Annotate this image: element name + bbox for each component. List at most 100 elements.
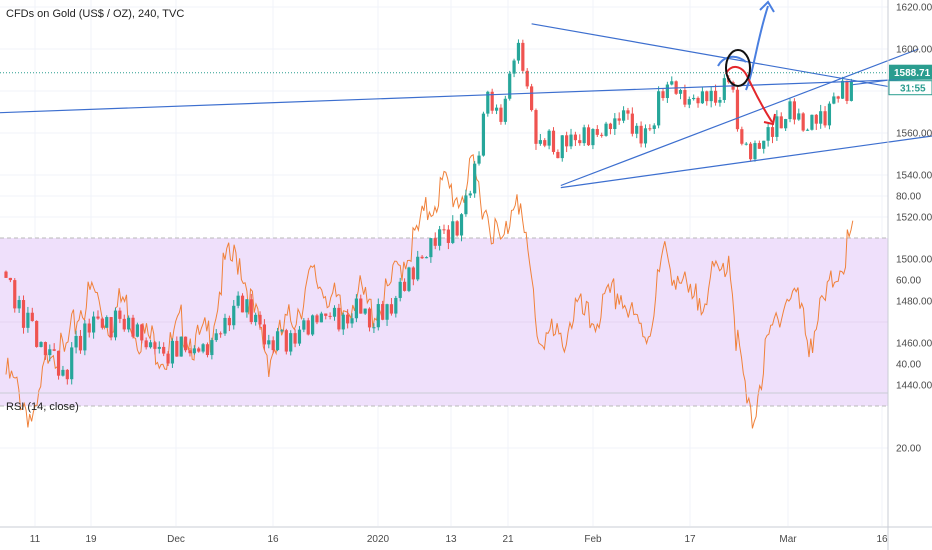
candle-up: [385, 304, 389, 320]
candle-up: [201, 344, 205, 352]
candle-up: [775, 116, 779, 137]
candle-up: [376, 304, 380, 328]
candle-up: [438, 229, 442, 246]
candle-up: [657, 91, 661, 126]
last-price-badge-bg: [889, 64, 932, 80]
candle-down: [735, 89, 740, 130]
candle-up: [70, 347, 74, 380]
candle-down: [696, 97, 700, 104]
candle-up: [805, 129, 810, 131]
candle-up: [354, 298, 358, 319]
candle-down: [648, 128, 652, 130]
candle-up: [700, 91, 705, 104]
candle-down: [525, 70, 529, 87]
candle-down: [823, 111, 827, 126]
candle-up: [591, 129, 595, 146]
candle-up: [311, 315, 315, 335]
candle-down: [402, 281, 407, 291]
candle-up: [468, 193, 472, 196]
candle-up: [538, 140, 542, 144]
candle-down: [96, 316, 100, 319]
drawing-layer: [0, 0, 932, 189]
candle-down: [578, 140, 582, 144]
candle-down: [306, 320, 310, 335]
candle-down: [131, 317, 135, 337]
candle-down: [446, 229, 450, 243]
rsi-series-line: [5, 153, 854, 429]
trendline: [560, 48, 919, 187]
candle-down: [595, 129, 599, 135]
candle-up: [464, 195, 468, 215]
candle-up: [788, 101, 792, 120]
candle-up: [766, 127, 770, 141]
candle-up: [74, 335, 78, 348]
x-tick-label: 16: [876, 534, 888, 545]
candle-down: [359, 298, 363, 314]
candle-up: [416, 256, 420, 280]
candle-up: [289, 333, 293, 352]
rsi-tick-label: 40.00: [896, 360, 921, 371]
candle-down: [608, 123, 613, 130]
candle-down: [175, 340, 179, 357]
candle-down: [35, 320, 39, 347]
candle-up: [621, 110, 626, 121]
candle-up: [26, 312, 30, 328]
candle-up: [127, 317, 131, 330]
candle-down: [705, 91, 709, 102]
candle-up: [810, 114, 814, 130]
candle-down: [713, 90, 718, 103]
candle-down: [153, 342, 157, 349]
candle-down: [600, 134, 604, 136]
candle-down: [262, 324, 267, 345]
countdown-badge: 31:55: [888, 80, 932, 96]
candle-down: [556, 151, 560, 159]
x-tick-label: 13: [445, 534, 457, 545]
last-price-badge: 1588.71: [889, 64, 932, 80]
candle-down: [188, 350, 192, 354]
last-price-value: 1588.71: [894, 68, 931, 79]
candle-up: [192, 348, 196, 354]
candle-up: [744, 143, 748, 145]
candle-down: [346, 314, 350, 324]
candle-up: [17, 300, 21, 309]
candle-down: [626, 110, 630, 114]
x-tick-label: Feb: [584, 534, 602, 545]
x-tick-label: 19: [85, 534, 97, 545]
candle-up: [797, 113, 801, 120]
candle-down: [140, 324, 144, 341]
candle-down: [56, 350, 61, 376]
candle-down: [836, 96, 840, 99]
x-tick-label: 17: [684, 534, 696, 545]
candle-up: [508, 73, 512, 99]
candle-down: [219, 333, 223, 335]
candle-up: [332, 307, 337, 317]
x-tick-label: 2020: [367, 534, 390, 545]
candle-down: [779, 116, 783, 129]
candle-up: [39, 342, 43, 347]
candle-up: [473, 163, 477, 194]
candle-down: [530, 86, 534, 111]
candle-up: [481, 113, 486, 156]
candle-up: [832, 96, 836, 104]
y-tick-label: 1520.00: [896, 213, 932, 224]
candle-up: [459, 214, 464, 236]
candle-up: [135, 324, 139, 337]
candle-up: [722, 78, 726, 100]
candle-up: [148, 342, 153, 348]
candle-down: [801, 113, 805, 131]
candle-down: [630, 113, 634, 134]
candle-up: [516, 42, 521, 61]
trendline: [560, 135, 932, 189]
candle-down: [284, 330, 288, 352]
candle-up: [477, 155, 481, 164]
candle-up: [512, 60, 516, 74]
candle-down: [118, 310, 122, 319]
candle-down: [845, 80, 849, 101]
candle-up: [113, 310, 118, 338]
candle-up: [753, 143, 757, 160]
candle-up: [670, 81, 674, 85]
candle-down: [337, 307, 341, 330]
candle-down: [21, 300, 26, 328]
